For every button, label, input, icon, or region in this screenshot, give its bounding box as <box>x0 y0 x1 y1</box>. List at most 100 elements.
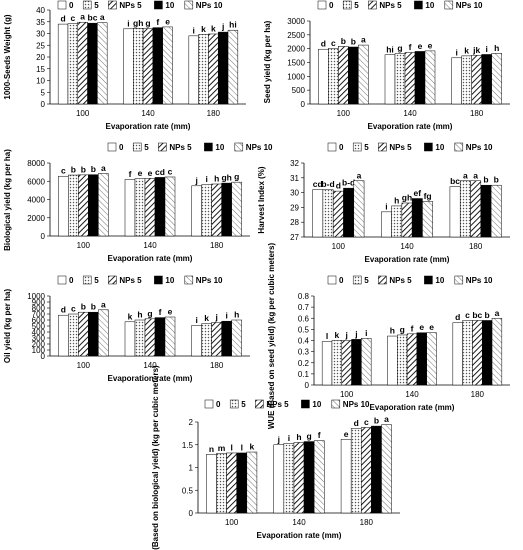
chart2-bar-letter-label: e <box>418 41 423 51</box>
chart1-bar-letter-label: k <box>201 24 206 34</box>
chart7-bar-letter-label: m <box>218 443 226 453</box>
chart1-legend-label: NPs 5 <box>119 1 142 10</box>
chart3-bar <box>58 175 69 237</box>
chart1-y-axis-title: 1000-Seeds Weight (g) <box>3 14 12 100</box>
chart2-legend-label: NPs 5 <box>379 1 402 10</box>
chart3-bar <box>211 183 222 237</box>
chart5-y-tick-label: 200 <box>32 340 46 349</box>
chart5-bar-letter-label: d <box>61 305 66 315</box>
chart2-bar-letter-label: a <box>361 35 366 45</box>
chart6-y-tick-label: 0.4 <box>298 337 310 346</box>
chart7-bar-letter-label: l <box>230 442 232 452</box>
chart5-bar <box>68 313 79 357</box>
chart4-y-tick-label: 29 <box>290 203 299 212</box>
chart7-y-tick-label: 0.5 <box>182 486 194 495</box>
chart7-bar <box>283 443 295 514</box>
chart1-bar-letter-label: a <box>80 12 85 22</box>
chart6-bar-letter-label: bc <box>472 310 482 320</box>
chart4-bar <box>490 184 502 238</box>
chart2-legend-swatch <box>368 0 377 10</box>
chart3-legend-label: 10 <box>215 143 224 152</box>
chart4-bar <box>343 187 355 238</box>
chart7-bar-letter-label: n <box>209 444 214 454</box>
chart6-x-category-label: 180 <box>471 390 485 399</box>
chart3-bar-letter-label: f <box>129 169 132 179</box>
chart1-bar-letter-label: c <box>70 13 75 23</box>
chart3-y-tick-label: 4000 <box>27 196 45 205</box>
chart4-bar-letter-label: fg <box>424 191 432 201</box>
chart3-bar-letter-label: g <box>234 172 239 182</box>
chart7-bar <box>313 440 325 514</box>
chart2-bar <box>394 53 406 105</box>
chart7-legend-swatch <box>229 399 239 409</box>
chart5-bar-letter-label: f <box>159 307 162 317</box>
chart5-y-tick-label: 300 <box>32 334 46 343</box>
chart3-legend-swatch <box>107 142 117 152</box>
chart2-bar <box>358 44 369 105</box>
chart3-bar <box>134 178 146 237</box>
chart5-bar-letter-label: k <box>204 313 209 323</box>
chart4-bar <box>411 198 423 238</box>
chart5-bar-letter-label: b <box>91 302 96 312</box>
chart7-bar <box>206 454 217 514</box>
chart2-bar-letter-label: k <box>464 45 469 55</box>
chart5-x-axis-title: Evaporation rate (mm) <box>108 374 193 383</box>
chart1-y-tick-label: 40 <box>36 6 45 15</box>
chart2-bar <box>318 48 329 105</box>
chart7-bar <box>303 441 315 514</box>
chart6-bar <box>351 339 362 386</box>
chart1-y-tick-label: 15 <box>36 65 45 74</box>
chart2-bar <box>424 50 436 105</box>
chart3-legend-label: NPs 10 <box>246 143 273 152</box>
chart4-y-tick-label: 28 <box>290 218 299 227</box>
chart7-y-tick-label: 1 <box>189 464 194 473</box>
chart6-bar-letter-label: d <box>455 312 460 322</box>
chart4-bar <box>322 189 334 238</box>
chart5-legend-label: NPs 10 <box>196 276 223 285</box>
chart4-bar-letter-label: a <box>357 170 362 180</box>
chart7-bar-letter-label: c <box>364 417 369 427</box>
chart3-legend-label: NPs 5 <box>169 143 192 152</box>
chart4-bar <box>459 180 471 238</box>
chart4-legend-label: NPs 10 <box>466 143 493 152</box>
chart5-y-axis-title: Oil yield (kg per ha) <box>3 289 12 364</box>
chart2-bar <box>404 52 416 105</box>
chart5-legend-label: 0 <box>69 276 74 285</box>
chart1-bar <box>77 21 88 105</box>
chart2-y-tick-label: 2000 <box>287 45 305 54</box>
chart5-y-tick-label: 100 <box>32 346 46 355</box>
chart6-bar-letter-label: b <box>485 310 490 320</box>
chart3-legend-swatch <box>132 142 142 152</box>
chart1-bar <box>123 28 134 105</box>
chart1-y-tick-label: 20 <box>36 53 45 62</box>
chart1-x-category-label: 100 <box>76 109 90 118</box>
chart4-bar <box>422 201 434 238</box>
chart2-bar <box>338 46 349 105</box>
chart2-bar <box>414 51 426 105</box>
chart7-bar-letter-label: k <box>249 442 254 452</box>
chart5-bar-letter-label: a <box>101 299 106 309</box>
chart4-y-tick-label: 31 <box>290 174 299 183</box>
chart1-bar <box>188 35 199 105</box>
chart4-legend-swatch <box>352 142 362 152</box>
chart4-legend-label: 0 <box>339 143 344 152</box>
chart5-bar <box>154 317 166 357</box>
chart3-y-tick-label: 0 <box>41 232 46 241</box>
chart4-bar <box>353 180 365 238</box>
chart4-x-category-label: 100 <box>332 242 346 251</box>
chart4-bar-letter-label: bc <box>450 176 460 186</box>
chart1-bar-letter-label: gh <box>133 18 143 28</box>
chart2-y-tick-label: 2500 <box>287 31 305 40</box>
chart3-bar <box>98 173 109 237</box>
chart5-x-category-label: 100 <box>77 361 91 370</box>
chart6-legend-label: NPs 5 <box>389 276 412 285</box>
chart3-x-axis-title: Evaporation rate (mm) <box>108 254 193 263</box>
chart2-y-tick-label: 3000 <box>287 17 305 26</box>
chart1-legend-swatch <box>184 0 194 10</box>
chart1-legend-swatch <box>57 0 67 10</box>
chart1-x-category-label: 140 <box>141 109 155 118</box>
chart1-bar <box>67 23 79 105</box>
chart2-legend-swatch <box>444 0 454 10</box>
chart2-legend-label: NPs 10 <box>456 1 483 10</box>
chart4-legend-swatch <box>454 142 464 152</box>
